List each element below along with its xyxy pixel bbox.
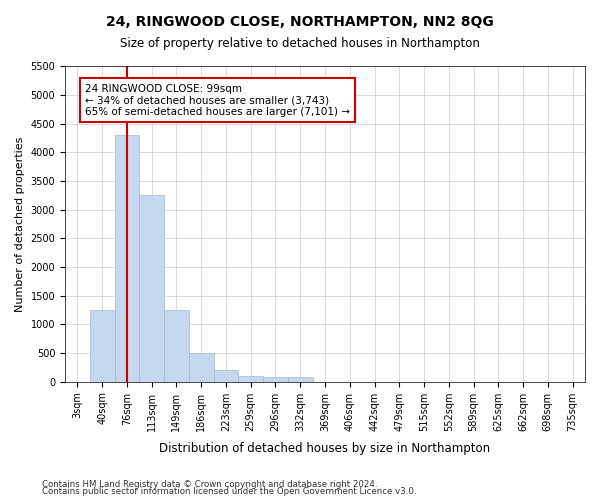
Text: Contains public sector information licensed under the Open Government Licence v3: Contains public sector information licen… <box>42 487 416 496</box>
X-axis label: Distribution of detached houses by size in Northampton: Distribution of detached houses by size … <box>160 442 491 455</box>
Text: 24 RINGWOOD CLOSE: 99sqm
← 34% of detached houses are smaller (3,743)
65% of sem: 24 RINGWOOD CLOSE: 99sqm ← 34% of detach… <box>85 84 350 117</box>
Bar <box>115 136 139 382</box>
Text: Contains HM Land Registry data © Crown copyright and database right 2024.: Contains HM Land Registry data © Crown c… <box>42 480 377 489</box>
Bar <box>189 353 214 382</box>
Text: 24, RINGWOOD CLOSE, NORTHAMPTON, NN2 8QG: 24, RINGWOOD CLOSE, NORTHAMPTON, NN2 8QG <box>106 15 494 29</box>
Bar <box>214 370 238 382</box>
Text: Size of property relative to detached houses in Northampton: Size of property relative to detached ho… <box>120 38 480 51</box>
Bar <box>139 196 164 382</box>
Bar <box>164 310 189 382</box>
Bar <box>238 376 263 382</box>
Bar <box>263 378 288 382</box>
Bar <box>90 310 115 382</box>
Y-axis label: Number of detached properties: Number of detached properties <box>15 136 25 312</box>
Bar <box>288 378 313 382</box>
